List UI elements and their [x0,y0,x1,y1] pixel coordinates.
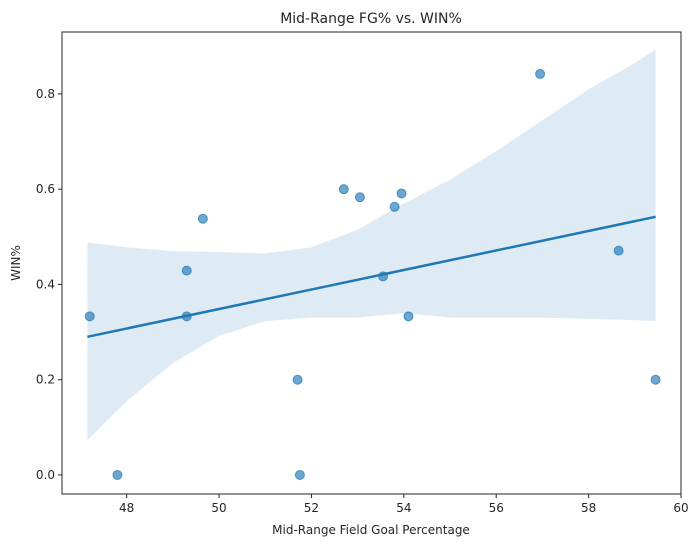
x-tick-label: 50 [211,501,226,515]
y-tick-label: 0.8 [36,87,55,101]
data-point [294,469,305,480]
y-tick-label: 0.6 [36,182,55,196]
x-ticks: 48 50 52 54 56 58 60 [119,494,689,515]
chart-title: Mid-Range FG% vs. WIN% [280,11,462,27]
data-point [378,271,389,282]
data-point [197,213,208,224]
data-point [181,265,192,276]
y-tick-label: 0.2 [36,373,55,387]
scatter-points-layer [84,68,661,480]
x-tick-label: 48 [119,501,134,515]
confidence-band-layer [87,49,656,441]
x-tick-label: 58 [581,501,596,515]
x-tick-label: 54 [396,501,411,515]
data-point [535,68,546,79]
x-tick-label: 60 [673,501,688,515]
data-point [338,184,349,195]
x-axis-label: Mid-Range Field Goal Percentage [272,523,470,537]
y-axis-label: WIN% [9,245,23,281]
y-tick-label: 0.0 [36,468,55,482]
y-tick-label: 0.4 [36,277,55,291]
data-point [84,311,95,322]
x-tick-label: 56 [489,501,504,515]
confidence-band [87,49,656,441]
data-point [389,201,400,212]
data-point [181,311,192,322]
plot-frame [61,31,682,495]
data-point [112,469,123,480]
data-point [292,374,303,385]
data-point [650,374,661,385]
data-point [396,188,407,199]
data-point [613,245,624,256]
y-ticks: 0.0 0.2 0.4 0.6 0.8 [36,87,62,482]
data-point [354,192,365,203]
x-tick-label: 52 [304,501,319,515]
data-point [403,311,414,322]
